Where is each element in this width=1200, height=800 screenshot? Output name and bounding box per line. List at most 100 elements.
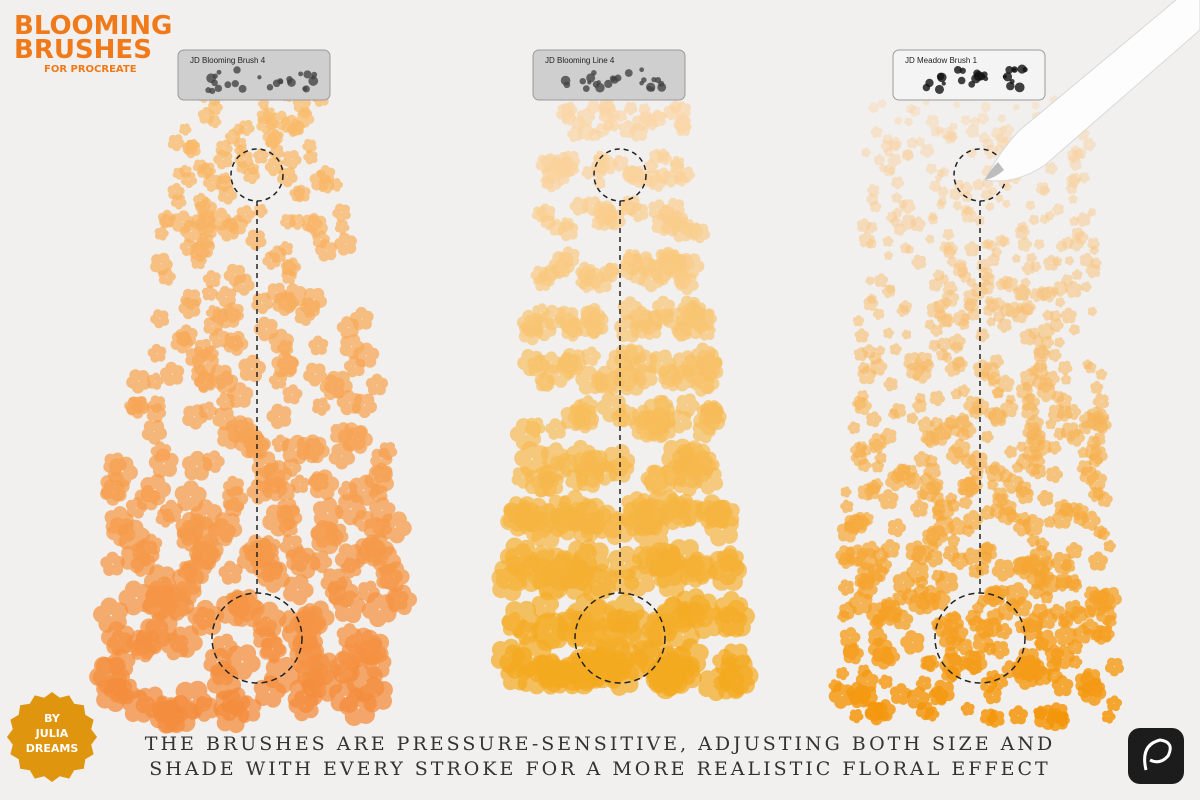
petal xyxy=(198,159,206,167)
petal xyxy=(691,644,709,662)
petal xyxy=(247,600,265,617)
petal xyxy=(208,312,217,321)
petal xyxy=(712,654,725,667)
petal xyxy=(303,288,317,301)
petal xyxy=(354,393,367,407)
petal xyxy=(694,443,711,460)
petal xyxy=(586,633,600,647)
petal xyxy=(179,641,196,658)
petal xyxy=(262,298,274,310)
petal xyxy=(1014,103,1018,108)
petal xyxy=(608,560,626,578)
petal xyxy=(628,565,644,581)
petal xyxy=(688,296,701,309)
petal xyxy=(514,449,532,467)
flower xyxy=(245,229,267,251)
petal xyxy=(315,370,328,383)
petal xyxy=(578,281,588,290)
flower xyxy=(174,480,207,512)
petal xyxy=(179,563,196,580)
petal xyxy=(310,441,325,457)
flower xyxy=(296,434,325,464)
petal xyxy=(187,680,208,701)
petal xyxy=(670,455,688,473)
petal xyxy=(253,635,266,648)
petal xyxy=(358,582,370,594)
petal xyxy=(684,166,693,175)
petal xyxy=(146,411,157,421)
petal xyxy=(106,677,120,691)
petal xyxy=(151,343,162,354)
petal xyxy=(625,406,638,419)
petal xyxy=(336,321,348,333)
petal xyxy=(671,326,682,337)
flower xyxy=(187,599,225,636)
petal xyxy=(337,650,352,665)
petal xyxy=(243,280,255,291)
petal xyxy=(735,664,753,683)
flower xyxy=(257,98,269,110)
petal xyxy=(186,139,194,148)
petal xyxy=(332,208,342,218)
petal xyxy=(190,486,207,503)
petal xyxy=(156,396,166,406)
petal xyxy=(682,512,697,527)
petal xyxy=(246,485,260,499)
petal xyxy=(698,680,715,698)
petal xyxy=(239,137,247,145)
petal xyxy=(155,695,170,709)
petal xyxy=(93,605,111,624)
petal xyxy=(242,541,258,557)
petal xyxy=(645,479,660,493)
petal xyxy=(662,170,672,180)
petal xyxy=(658,111,665,118)
petal xyxy=(344,422,359,437)
petal xyxy=(555,226,564,236)
petal xyxy=(273,158,284,168)
petal xyxy=(491,641,509,659)
petal xyxy=(310,681,327,698)
petal xyxy=(197,709,211,722)
petal xyxy=(229,224,240,235)
petal xyxy=(654,570,672,589)
flower xyxy=(103,677,129,703)
petal xyxy=(676,110,686,119)
flower xyxy=(242,534,272,564)
petal xyxy=(280,480,291,491)
petal xyxy=(582,107,592,117)
petal xyxy=(873,275,881,283)
petal xyxy=(704,308,715,318)
petal xyxy=(558,251,570,263)
flower xyxy=(167,134,185,152)
petal xyxy=(674,658,696,680)
flower xyxy=(150,252,173,276)
petal xyxy=(342,224,350,232)
petal xyxy=(124,705,142,723)
petal xyxy=(223,270,235,282)
petal xyxy=(347,688,367,707)
flower xyxy=(147,343,167,363)
petal xyxy=(368,465,384,480)
petal xyxy=(680,418,693,431)
flower xyxy=(141,419,167,445)
petal xyxy=(179,127,186,134)
flower xyxy=(303,149,318,165)
flower xyxy=(295,109,315,128)
flower xyxy=(288,690,319,722)
petal xyxy=(283,621,295,634)
petal xyxy=(875,203,882,210)
petal xyxy=(511,474,523,486)
flower xyxy=(93,597,129,633)
flower xyxy=(179,123,192,136)
petal xyxy=(103,563,116,576)
petal xyxy=(613,444,630,461)
flower xyxy=(148,395,166,414)
petal xyxy=(652,309,663,319)
petal xyxy=(545,374,555,384)
petal xyxy=(334,238,346,250)
petal xyxy=(596,399,612,415)
petal xyxy=(233,478,245,489)
petal xyxy=(152,602,171,621)
flower xyxy=(217,185,238,205)
